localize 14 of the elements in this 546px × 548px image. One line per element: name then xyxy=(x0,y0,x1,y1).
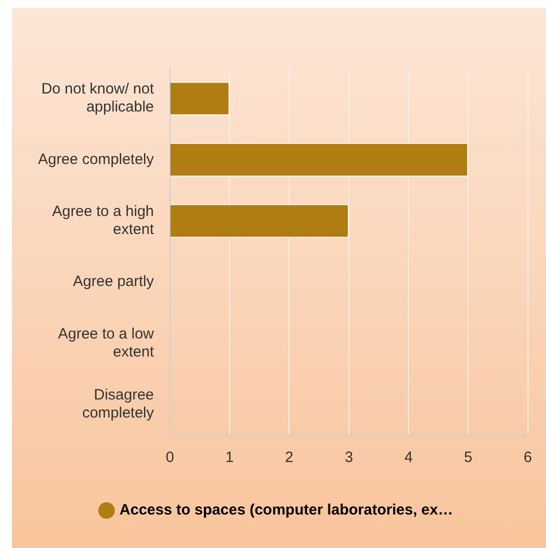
y-tick-label: Agree completely xyxy=(38,150,154,168)
x-tick-label: 4 xyxy=(404,449,413,466)
x-tick-label: 2 xyxy=(285,449,294,466)
x-tick-label: 5 xyxy=(464,449,472,466)
y-tick-label: Do not know/ not applicable xyxy=(41,80,155,116)
x-tick-label: 1 xyxy=(225,449,234,466)
legend-label: Access to spaces (computer laboratories, ex… xyxy=(120,502,453,519)
y-tick-label: Agree to a high extent xyxy=(52,203,155,238)
y-tick-label: Agree partly xyxy=(73,273,154,290)
x-tick-label: 6 xyxy=(524,449,532,466)
y-tick-label: Disagree completely xyxy=(82,386,154,422)
x-tick-label: 0 xyxy=(166,449,174,466)
y-tick-label: Agree to a low extent xyxy=(58,325,155,360)
x-tick-label: 3 xyxy=(344,449,354,466)
